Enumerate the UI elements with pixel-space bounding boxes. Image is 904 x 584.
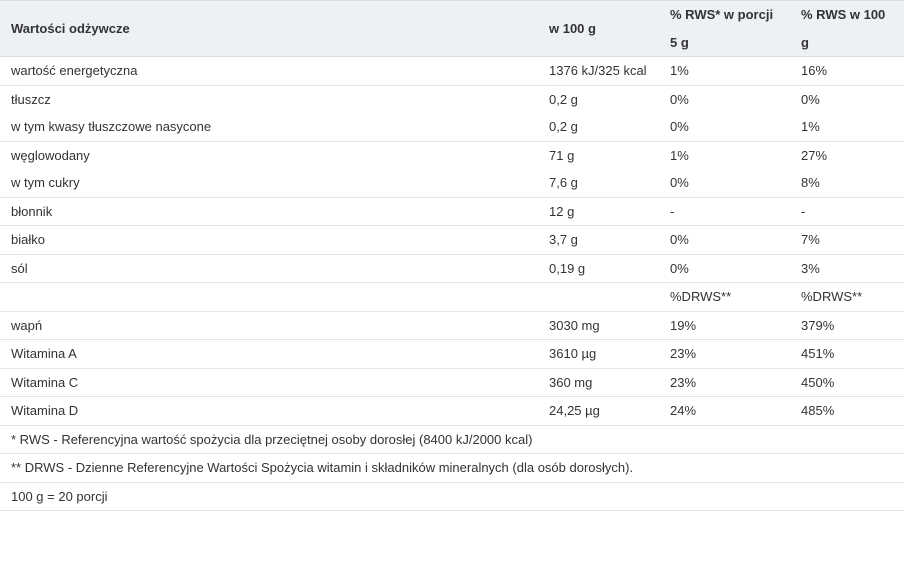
row-rws-100g: 3% (790, 253, 904, 283)
header-nutrients: Wartości odżywcze (0, 0, 538, 57)
row-per-100g: 0,19 g (538, 253, 659, 283)
row-rws-portion: 1% (670, 63, 689, 78)
table-header-row: Wartości odżywcze w 100 g % RWS* w porcj… (0, 0, 904, 57)
row-rws-portion: 0% (659, 84, 790, 113)
table-row: w tym cukry 7,6 g 0% 8% (0, 169, 904, 197)
row-per-100g: 3030 mg (538, 310, 659, 340)
row-name: w tym kwasy tłuszczowe nasycone (11, 119, 212, 134)
table-row: Witamina D 24,25 µg 24% 485% (0, 396, 904, 425)
row-rws-100g: 450% (790, 367, 904, 397)
table-row: tłuszcz 0,2 g 0% 0% (0, 84, 904, 113)
row-per-100g: 0,2 g (538, 84, 659, 113)
table-row: sól 0,19 g 0% 3% (0, 253, 904, 283)
row-per-100g: 0,2 g (549, 119, 578, 134)
row-rws-100g: - (790, 196, 904, 226)
row-rws-portion: 19% (659, 310, 790, 340)
row-drws-portion: %DRWS** (659, 282, 790, 311)
row-rws-portion: 23% (659, 367, 790, 397)
row-name: błonnik (0, 196, 538, 226)
table-row: wartość energetyczna 1376 kJ/325 kcal 1%… (0, 57, 904, 86)
row-per-100g: 3610 µg (538, 339, 659, 368)
row-rws-portion: 1% (659, 140, 790, 169)
row-rws-100g: 8% (801, 175, 820, 190)
row-name: białko (0, 225, 538, 254)
row-name (0, 282, 538, 311)
row-rws-portion: 24% (659, 396, 790, 425)
footnote-rws: * RWS - Referencyjna wartość spożycia dl… (0, 424, 904, 454)
row-rws-100g: 485% (790, 396, 904, 425)
row-rws-portion: 0% (670, 119, 689, 134)
row-name: wartość energetyczna (11, 63, 138, 78)
table-row: Witamina A 3610 µg 23% 451% (0, 339, 904, 368)
row-rws-100g: 0% (790, 84, 904, 113)
row-rws-100g: 7% (790, 225, 904, 254)
row-name: tłuszcz (0, 84, 538, 113)
table-row: w tym kwasy tłuszczowe nasycone 0,2 g 0%… (0, 113, 904, 141)
table-row: Witamina C 360 mg 23% 450% (0, 367, 904, 397)
header-per-100g: w 100 g (538, 0, 659, 57)
table-row: wapń 3030 mg 19% 379% (0, 310, 904, 340)
row-per-100g: 360 mg (538, 367, 659, 397)
row-per-100g: 1376 kJ/325 kcal (549, 63, 647, 78)
header-rws-100g: % RWS w 100 g (790, 0, 904, 57)
table-row: błonnik 12 g - - (0, 196, 904, 226)
row-rws-100g: 451% (790, 339, 904, 368)
row-name: Witamina D (0, 396, 538, 425)
row-per-100g: 12 g (538, 196, 659, 226)
row-per-100g: 7,6 g (549, 175, 578, 190)
row-per-100g (538, 282, 659, 311)
row-rws-portion: - (659, 196, 790, 226)
row-name: węglowodany (0, 140, 538, 169)
table-row: węglowodany 71 g 1% 27% (0, 140, 904, 169)
row-rws-portion: 0% (659, 225, 790, 254)
footnote-rws-row: * RWS - Referencyjna wartość spożycia dl… (0, 424, 904, 454)
row-rws-100g: 16% (801, 63, 828, 78)
row-rws-100g: 27% (790, 140, 904, 169)
row-name: sól (0, 253, 538, 283)
table-row: białko 3,7 g 0% 7% (0, 225, 904, 254)
row-drws-100g: %DRWS** (790, 282, 904, 311)
row-name: Witamina C (0, 367, 538, 397)
row-name: wapń (0, 310, 538, 340)
footnote-drws: ** DRWS - Dzienne Referencyjne Wartości … (0, 453, 904, 482)
row-rws-portion: 0% (659, 253, 790, 283)
row-rws-portion: 0% (670, 175, 689, 190)
row-per-100g: 24,25 µg (538, 396, 659, 425)
row-per-100g: 71 g (538, 140, 659, 169)
row-rws-portion: 23% (659, 339, 790, 368)
footnote-portion: 100 g = 20 porcji (0, 481, 904, 511)
row-per-100g: 3,7 g (538, 225, 659, 254)
row-rws-100g: 379% (790, 310, 904, 340)
nutrition-table: Wartości odżywcze w 100 g % RWS* w porcj… (0, 0, 904, 511)
row-name: w tym cukry (11, 175, 80, 190)
row-name: Witamina A (0, 339, 538, 368)
footnote-drws-row: ** DRWS - Dzienne Referencyjne Wartości … (0, 453, 904, 482)
header-rws-portion: % RWS* w porcji 5 g (659, 0, 790, 57)
table-row-drws-header: %DRWS** %DRWS** (0, 282, 904, 311)
footnote-portion-row: 100 g = 20 porcji (0, 481, 904, 511)
row-rws-100g: 1% (801, 119, 820, 134)
